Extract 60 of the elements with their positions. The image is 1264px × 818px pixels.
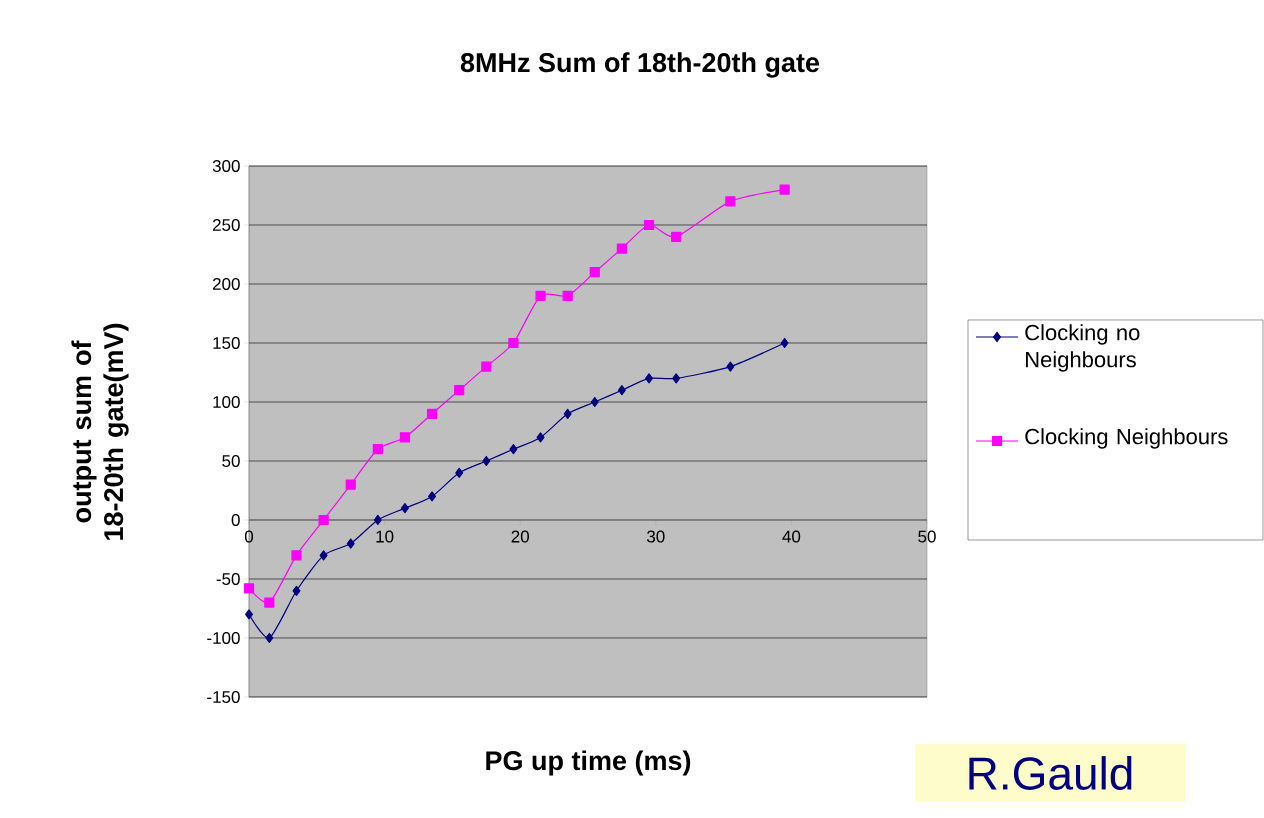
y-tick-label: 300 <box>212 159 240 173</box>
y-tick-label: -150 <box>207 690 240 704</box>
y-tick-label: 200 <box>212 277 240 291</box>
point <box>399 432 411 443</box>
point <box>264 597 275 608</box>
point <box>589 267 600 278</box>
legend-label: Clocking Neighbours <box>1025 428 1228 449</box>
point <box>617 385 626 396</box>
x-tick-label: 20 <box>511 530 529 543</box>
point <box>535 290 546 301</box>
point <box>536 432 545 443</box>
point <box>726 361 735 372</box>
point <box>455 467 464 478</box>
y-axis-title: output sum of 18-20th gate(mV) <box>71 323 129 540</box>
point <box>426 408 438 419</box>
point <box>563 408 572 419</box>
legend-label: Clocking no Neighbours <box>1025 324 1140 372</box>
x-tick-label: 0 <box>244 530 254 543</box>
chart-title: 8MHz Sum of 18th-20th gate <box>460 52 820 78</box>
point <box>319 550 328 561</box>
x-tick-label: 10 <box>376 530 394 543</box>
point <box>616 243 627 254</box>
y-tick-label: -100 <box>207 631 240 645</box>
y-tick-label: -50 <box>216 572 240 586</box>
y-tick-label: 250 <box>212 218 240 232</box>
text: R.Gauld <box>969 756 1132 790</box>
point <box>780 337 789 349</box>
point <box>454 385 465 396</box>
point <box>482 455 491 467</box>
point <box>643 219 655 231</box>
point <box>562 290 573 301</box>
point <box>645 373 653 384</box>
point <box>265 632 274 644</box>
point <box>779 184 790 195</box>
point <box>345 479 356 490</box>
y-tick-label: 100 <box>213 395 240 409</box>
y-tick-label: 150 <box>213 336 240 350</box>
point <box>400 503 409 514</box>
x-tick-label: 30 <box>646 530 665 543</box>
point <box>245 609 253 620</box>
point <box>373 514 382 526</box>
point <box>318 514 329 526</box>
point <box>725 196 736 207</box>
point <box>428 491 437 502</box>
point <box>243 583 255 594</box>
point <box>672 373 681 384</box>
point <box>671 231 682 242</box>
point <box>508 337 519 349</box>
y-tick-label: 50 <box>222 454 240 468</box>
x-axis-title: PG up time (ms) <box>486 750 691 776</box>
point <box>509 444 518 455</box>
x-tick-label: 50 <box>918 530 936 543</box>
point <box>481 361 492 372</box>
point <box>291 550 302 561</box>
point <box>372 444 383 455</box>
y-tick-label: 0 <box>231 513 240 527</box>
point <box>292 585 301 596</box>
point <box>346 538 355 549</box>
point <box>590 396 599 408</box>
x-tick-label: 40 <box>782 530 801 543</box>
